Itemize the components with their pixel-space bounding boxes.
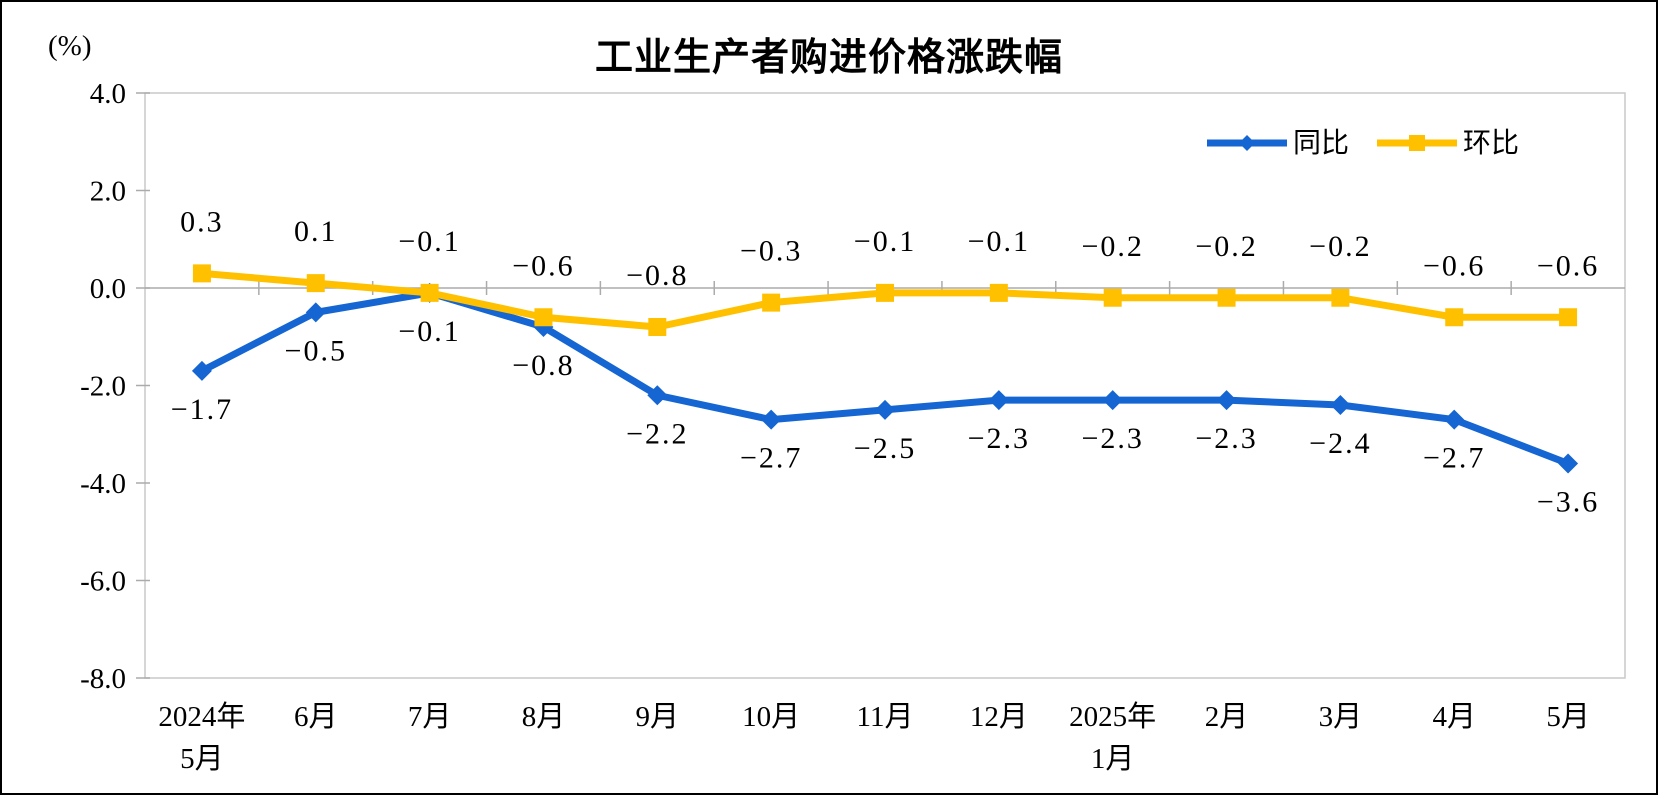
y-axis-tick-label: -6.0 — [80, 566, 126, 598]
data-point-mom-3 — [534, 308, 553, 327]
data-label-yoy-1: −0.5 — [285, 334, 347, 367]
x-axis-label: 4月 — [1432, 701, 1476, 733]
data-point-mom-6 — [876, 283, 894, 302]
data-point-yoy-7 — [988, 390, 1009, 411]
legend-label-yoy: 同比 — [1293, 127, 1350, 158]
data-label-yoy-9: −2.3 — [1195, 422, 1257, 455]
x-axis-label: 11月 — [857, 701, 914, 733]
data-label-mom-6: −0.1 — [854, 225, 916, 258]
plot-border — [144, 92, 1626, 679]
data-label-yoy-11: −2.7 — [1423, 442, 1485, 475]
x-axis-label: 8月 — [522, 701, 566, 733]
data-label-mom-7: −0.1 — [968, 225, 1030, 258]
data-point-yoy-5 — [761, 409, 782, 430]
x-axis-label: 2月 — [1205, 701, 1249, 733]
x-axis-label: 5月 — [180, 743, 224, 775]
x-axis-label: 5月 — [1546, 701, 1590, 733]
data-point-yoy-12 — [1558, 453, 1579, 474]
data-label-yoy-4: −2.2 — [626, 417, 688, 450]
y-axis-tick-label: -4.0 — [80, 468, 126, 500]
data-label-mom-2: −0.1 — [398, 225, 460, 258]
data-point-mom-10 — [1331, 288, 1350, 307]
legend: 同比 环比 — [1205, 124, 1519, 162]
data-label-yoy-3: −0.8 — [512, 349, 574, 382]
data-point-mom-4 — [648, 318, 667, 336]
data-point-yoy-8 — [1102, 390, 1123, 411]
data-point-yoy-4 — [647, 385, 668, 406]
data-label-mom-0: 0.3 — [180, 205, 224, 238]
x-axis-label: 3月 — [1319, 701, 1363, 733]
data-point-mom-5 — [762, 293, 781, 312]
x-axis-label: 7月 — [408, 701, 452, 733]
legend-line-diamond-icon — [1207, 135, 1287, 151]
y-axis-tick-label: 0.0 — [90, 273, 126, 305]
y-axis-unit-label: (%) — [48, 30, 92, 62]
data-label-yoy-5: −2.7 — [740, 442, 802, 475]
data-label-mom-5: −0.3 — [740, 235, 802, 268]
legend-line-square-icon — [1377, 135, 1458, 151]
x-axis-label: 2024年 — [158, 700, 245, 733]
data-point-mom-12 — [1559, 308, 1578, 327]
data-point-yoy-6 — [875, 399, 895, 420]
data-label-mom-1: 0.1 — [294, 215, 338, 248]
data-point-yoy-1 — [305, 302, 326, 323]
data-point-mom-0 — [192, 264, 211, 283]
data-label-mom-8: −0.2 — [1081, 230, 1143, 263]
data-label-mom-12: −0.6 — [1537, 249, 1599, 282]
data-point-mom-8 — [1103, 288, 1122, 307]
data-point-yoy-10 — [1330, 395, 1351, 415]
y-axis-tick-label: -2.0 — [80, 371, 126, 403]
data-label-mom-3: −0.6 — [512, 249, 574, 282]
x-axis-label: 1月 — [1091, 743, 1135, 775]
data-point-mom-7 — [989, 283, 1008, 302]
data-label-mom-11: −0.6 — [1423, 249, 1485, 282]
x-axis-label: 12月 — [970, 701, 1028, 733]
data-point-yoy-0 — [191, 360, 212, 381]
data-label-mom-4: −0.8 — [626, 259, 688, 292]
y-axis-tick-label: 2.0 — [90, 176, 126, 208]
data-point-mom-11 — [1445, 308, 1464, 327]
chart-title: 工业生产者购进价格涨跌幅 — [594, 37, 1063, 79]
data-point-yoy-11 — [1444, 409, 1465, 430]
y-axis-tick-label: 4.0 — [90, 78, 126, 110]
data-label-yoy-0: −1.7 — [171, 393, 233, 426]
x-axis-label: 6月 — [294, 701, 338, 733]
x-axis-label: 10月 — [742, 701, 800, 733]
data-label-yoy-10: −2.4 — [1309, 427, 1371, 460]
legend-item-mom: 环比 — [1375, 124, 1519, 162]
legend-label-mom: 环比 — [1463, 127, 1520, 158]
data-label-mom-9: −0.2 — [1195, 230, 1257, 263]
y-axis-tick-label: -8.0 — [80, 663, 126, 695]
data-label-mom-10: −0.2 — [1309, 230, 1371, 263]
data-label-yoy-8: −2.3 — [1081, 422, 1143, 455]
data-point-mom-1 — [306, 274, 325, 293]
data-point-mom-2 — [420, 283, 439, 302]
data-label-yoy-6: −2.5 — [854, 432, 916, 465]
data-point-yoy-9 — [1216, 390, 1237, 411]
data-point-mom-9 — [1217, 288, 1236, 307]
data-label-yoy-7: −2.3 — [968, 422, 1030, 455]
x-axis-label: 2025年 — [1069, 700, 1156, 733]
data-label-yoy-12: −3.6 — [1537, 486, 1599, 519]
legend-item-yoy: 同比 — [1205, 124, 1349, 162]
x-axis-label: 9月 — [636, 701, 680, 733]
data-label-yoy-2: −0.1 — [398, 315, 460, 348]
